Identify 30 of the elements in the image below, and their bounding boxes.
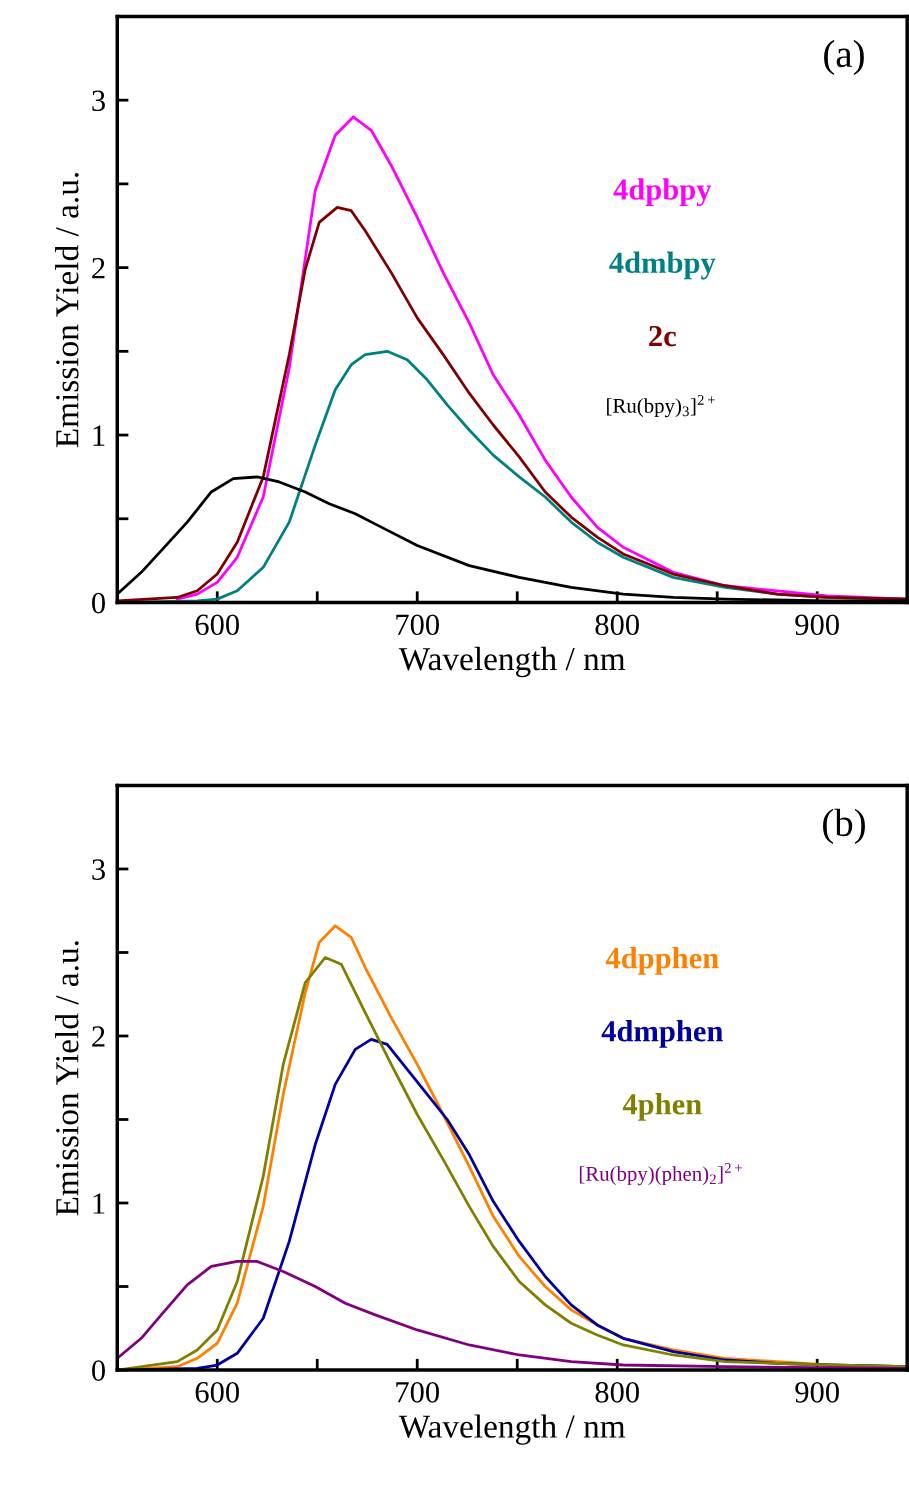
y-tick-label: 3 <box>92 859 105 880</box>
text: (b) <box>823 808 865 845</box>
text: (a) <box>824 39 864 76</box>
y-tick-label: 0 <box>92 1360 105 1381</box>
text: 4dpbpy <box>613 178 712 207</box>
x-tick-label: 700 <box>396 614 439 636</box>
y-tick-label: 1 <box>93 1193 105 1214</box>
text: 4dpphen <box>605 946 719 975</box>
text: 4dmbpy <box>609 251 716 280</box>
text: [Ru(bpy)$_{3}$]$^{2+}$ <box>607 395 715 418</box>
y-tick-label: 1 <box>93 425 105 446</box>
y-axis-title: Emission Yield / a.u. <box>55 941 79 1216</box>
x-tick-label: 600 <box>195 614 239 636</box>
x-axis-title: Wavelength / nm <box>398 646 626 678</box>
x-tick-label: 900 <box>795 1382 839 1403</box>
x-axis-title: Wavelength / nm <box>398 1414 626 1445</box>
y-tick-label: 2 <box>92 1026 105 1047</box>
y-tick-label: 0 <box>92 592 105 614</box>
text: [Ru(bpy)(phen)$_{2}$]$^{2+}$ <box>579 1163 742 1186</box>
x-tick-label: 600 <box>195 1382 239 1403</box>
y-axis-title: Emission Yield / a.u. <box>55 172 79 448</box>
text: 4dmphen <box>601 1020 723 1048</box>
x-tick-label: 800 <box>595 1382 639 1403</box>
text: 2c <box>649 325 676 347</box>
x-tick-label: 900 <box>795 614 839 636</box>
y-tick-label: 2 <box>92 257 105 279</box>
x-tick-label: 800 <box>595 614 639 636</box>
y-tick-label: 3 <box>92 90 105 112</box>
text: 4phen <box>622 1093 702 1121</box>
x-tick-label: 700 <box>396 1382 439 1403</box>
